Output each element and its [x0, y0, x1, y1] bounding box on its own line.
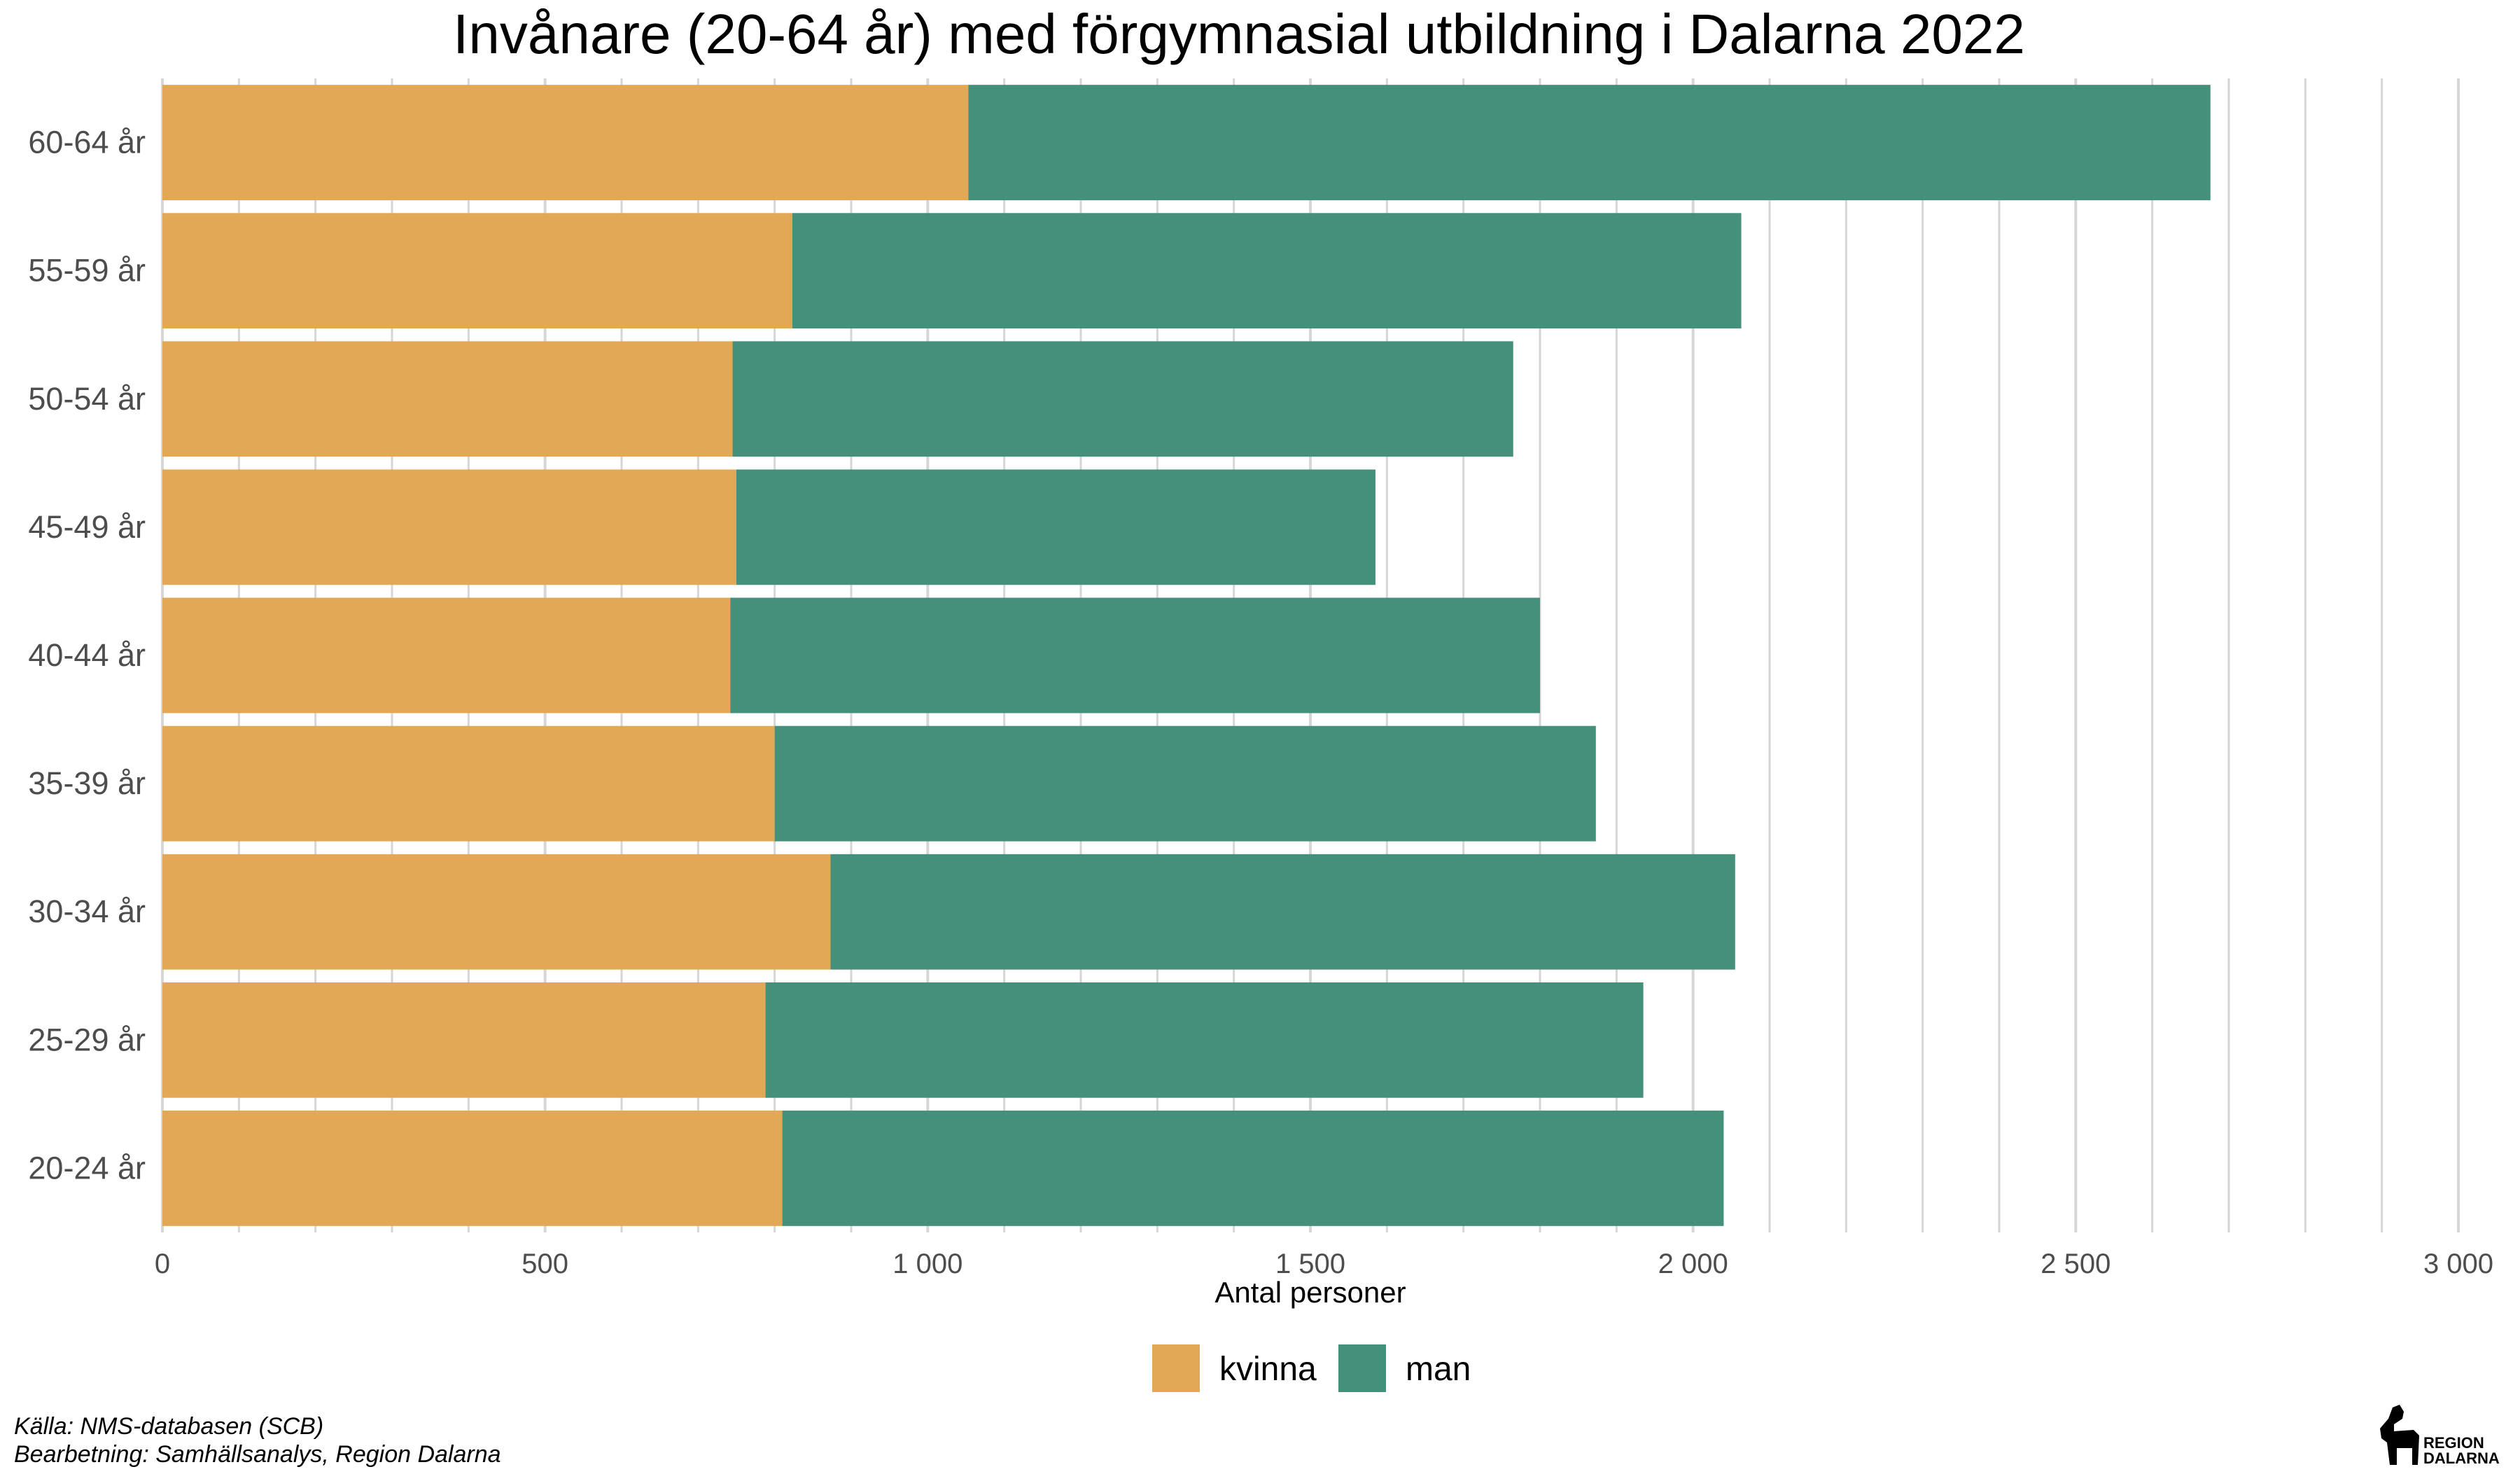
- bar-kvinna-20-24-år: [162, 1111, 783, 1226]
- caption-processing: Bearbetning: Samhällsanalys, Region Dala…: [14, 1441, 501, 1468]
- category-label: 30-34 år: [28, 894, 146, 929]
- bar-man-60-64-år: [968, 85, 2211, 200]
- region-dalarna-logo: REGION DALARNA: [2380, 1405, 2500, 1467]
- category-label: 55-59 år: [28, 253, 146, 288]
- category-labels: 60-64 år 55-59 år 50-54 år 45-49 år 40-44 år…: [28, 125, 146, 1186]
- x-tick-label: 0: [155, 1249, 170, 1279]
- x-tick-label: 3 000: [2423, 1249, 2493, 1279]
- bar-kvinna-55-59-år: [162, 213, 792, 329]
- caption-source: Källa: NMS-databasen (SCB): [14, 1413, 323, 1440]
- bar-kvinna-50-54-år: [162, 341, 733, 457]
- bar-man-55-59-år: [792, 213, 1742, 329]
- category-label: 60-64 år: [28, 125, 146, 160]
- bar-man-45-49-år: [736, 469, 1376, 585]
- legend: kvinna man: [1152, 1344, 1471, 1392]
- bar-man-20-24-år: [782, 1111, 1724, 1226]
- category-label: 25-29 år: [28, 1022, 146, 1057]
- dala-horse-icon: [2380, 1405, 2419, 1465]
- logo-text-region: REGION: [2423, 1434, 2484, 1452]
- category-label: 45-49 år: [28, 509, 146, 545]
- bar-man-35-39-år: [774, 725, 1596, 842]
- bar-kvinna-35-39-år: [162, 725, 775, 842]
- logo-text-dalarna: DALARNA: [2423, 1449, 2500, 1467]
- category-label: 50-54 år: [28, 381, 146, 417]
- bar-kvinna-60-64-år: [162, 85, 969, 200]
- bar-kvinna-30-34-år: [162, 854, 831, 970]
- bars: [162, 85, 2211, 1226]
- legend-swatch-kvinna: [1152, 1344, 1200, 1392]
- x-tick-label: 1 000: [892, 1249, 962, 1279]
- x-tick-label: 1 500: [1275, 1249, 1345, 1279]
- bar-kvinna-25-29-år: [162, 982, 766, 1098]
- x-axis-label: Antal personer: [1214, 1276, 1406, 1309]
- category-label: 20-24 år: [28, 1150, 146, 1186]
- category-label: 35-39 år: [28, 765, 146, 801]
- legend-swatch-man: [1338, 1344, 1386, 1392]
- category-label: 40-44 år: [28, 637, 146, 673]
- x-tick-label: 500: [522, 1249, 568, 1279]
- x-tick-label: 2 500: [2040, 1249, 2110, 1279]
- chart-title: Invånare (20-64 år) med förgymnasial utb…: [453, 3, 2025, 65]
- bar-man-30-34-år: [830, 854, 1735, 970]
- x-tick-labels: 0 500 1 000 1 500 2 000 2 500 3 000: [155, 1249, 2493, 1279]
- bar-man-50-54-år: [732, 341, 1513, 457]
- bar-man-40-44-år: [730, 597, 1540, 714]
- bar-kvinna-40-44-år: [162, 597, 731, 714]
- bar-man-25-29-år: [765, 982, 1644, 1098]
- bar-kvinna-45-49-år: [162, 469, 736, 585]
- legend-label-man: man: [1406, 1351, 1471, 1388]
- x-tick-label: 2 000: [1658, 1249, 1728, 1279]
- legend-label-kvinna: kvinna: [1219, 1351, 1317, 1388]
